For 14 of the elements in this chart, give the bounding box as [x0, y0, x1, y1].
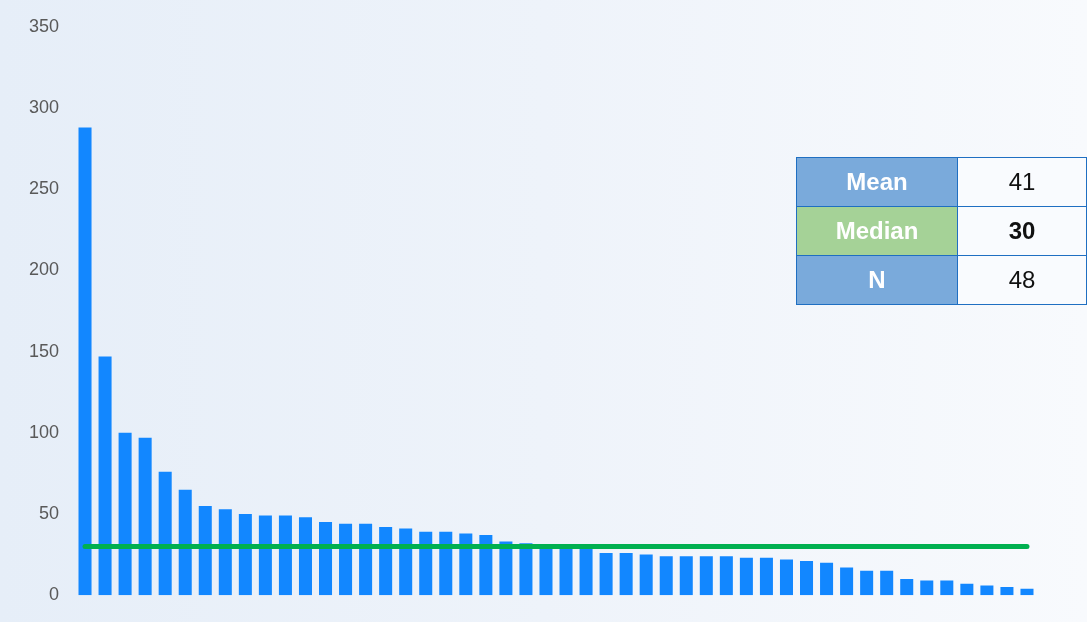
y-tick-label: 0 [48, 584, 59, 605]
annotation: 41 [957, 157, 1087, 207]
y-tick-label: 350 [28, 15, 59, 36]
y-tick-label: 300 [28, 96, 59, 117]
y-tick-label: 150 [28, 340, 59, 361]
y-tick-label: 50 [38, 502, 59, 523]
annotation: Median [796, 206, 958, 256]
annotation: Mean [796, 157, 958, 207]
annotation: 48 [957, 255, 1087, 305]
annotation: 30 [957, 206, 1087, 256]
y-tick-label: 100 [28, 421, 59, 442]
y-tick-label: 250 [28, 178, 59, 199]
y-tick-label: 200 [28, 259, 59, 280]
annotation: N [796, 255, 958, 305]
